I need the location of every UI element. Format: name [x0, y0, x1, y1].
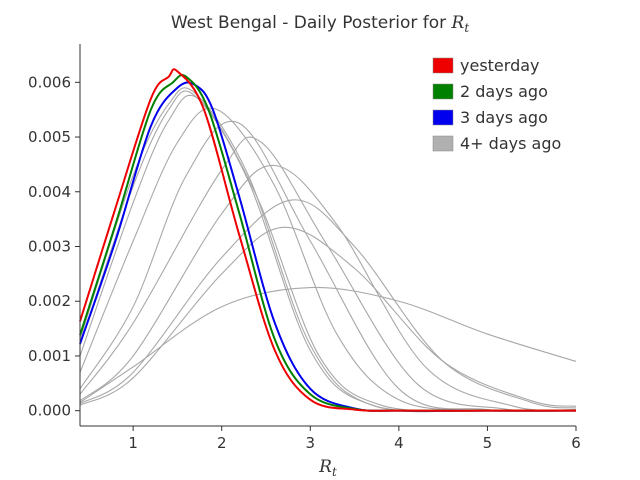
- legend-label: yesterday: [460, 56, 540, 75]
- legend: yesterday 2 days ago 3 days ago 4+ days ago: [432, 56, 561, 153]
- posterior-curve-3: [79, 199, 577, 409]
- posterior-curve-2: [79, 226, 577, 407]
- x-tick-label: 2: [217, 434, 227, 452]
- posterior-curve-5: [79, 136, 577, 413]
- x-axis-ticks: 1 2 3 4 5 6: [128, 426, 581, 452]
- posterior-curve-7: [79, 107, 577, 413]
- x-axis-label-variable: R: [318, 457, 332, 477]
- chart-title-text: West Bengal - Daily Posterior for: [171, 13, 452, 33]
- chart-title: West Bengal - Daily Posterior for Rt: [171, 13, 470, 35]
- posterior-curve-13: [79, 68, 576, 412]
- posterior-curves: [79, 68, 577, 413]
- legend-swatch: [432, 109, 454, 126]
- chart-title-variable: R: [451, 13, 465, 33]
- y-tick-label: 0.006: [28, 73, 71, 91]
- x-tick-label: 1: [128, 434, 138, 452]
- x-tick-label: 3: [306, 434, 316, 452]
- legend-label: 2 days ago: [460, 82, 548, 101]
- legend-swatch: [432, 135, 454, 152]
- y-axis-ticks: 0.000 0.001 0.002 0.003 0.004 0.005 0.006: [28, 73, 80, 420]
- chart-title-subscript: t: [464, 21, 469, 35]
- legend-swatch: [432, 83, 454, 100]
- posterior-curve-4: [79, 164, 577, 411]
- legend-label: 3 days ago: [460, 108, 548, 127]
- x-tick-label: 6: [571, 434, 581, 452]
- y-tick-label: 0.004: [28, 183, 71, 201]
- legend-label: 4+ days ago: [460, 134, 561, 153]
- x-tick-label: 4: [394, 434, 404, 452]
- legend-swatch: [432, 57, 454, 74]
- y-tick-label: 0.000: [28, 402, 71, 420]
- y-tick-label: 0.001: [28, 347, 71, 365]
- posterior-curve-6: [79, 120, 577, 413]
- x-tick-label: 5: [483, 434, 493, 452]
- x-axis-label: Rt: [318, 457, 337, 479]
- posterior-curve-1: [79, 286, 577, 403]
- y-tick-label: 0.003: [28, 237, 71, 255]
- x-axis-label-subscript: t: [332, 465, 337, 479]
- y-tick-label: 0.002: [28, 292, 71, 310]
- y-tick-label: 0.005: [28, 128, 71, 146]
